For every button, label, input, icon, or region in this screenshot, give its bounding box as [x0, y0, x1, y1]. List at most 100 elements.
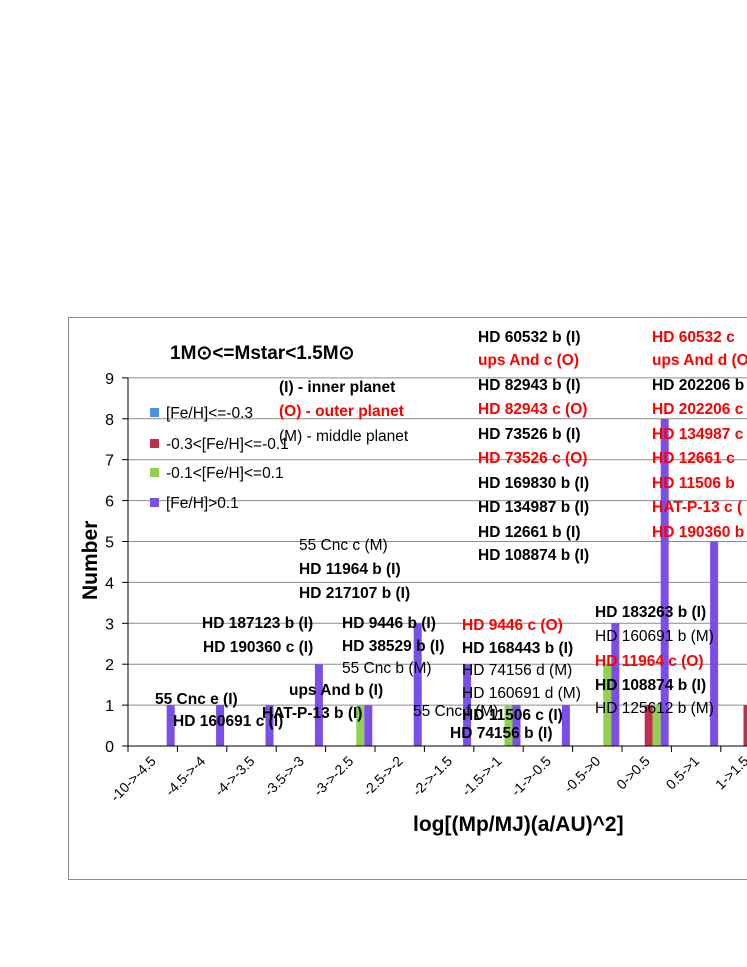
planet-annotation: HD 160691 c (I): [173, 713, 283, 730]
x-tick-label: 0.5->1: [663, 753, 703, 793]
y-tick-label: 4: [105, 575, 114, 592]
planet-annotation: 55 Cnc e (I): [155, 691, 238, 708]
x-tick-label: -10->-4.5: [107, 753, 159, 805]
bar-2-7: [504, 705, 513, 746]
x-axis-label: log[(Mp/MJ)(a/AU)^2]: [413, 813, 624, 836]
bar-1-12: [743, 705, 747, 746]
chart-frame: [68, 317, 747, 880]
legend-label: [Fe/H]<=-0.3: [166, 405, 253, 422]
legend-label: -0.3<[Fe/H]<=-0.1: [166, 436, 289, 453]
y-tick-label: 8: [105, 412, 114, 429]
x-tick-label: -3->-2.5: [310, 753, 356, 799]
planet-annotation: HD 190360 c (I): [203, 639, 313, 656]
planet-annotation: HD 108874 b (I): [478, 547, 589, 564]
planet-annotation: HD 134987 b (I): [478, 499, 589, 516]
bar-3-2: [265, 705, 274, 746]
planet-annotation: HD 202206 b: [652, 377, 744, 394]
y-axis-label: Number: [79, 521, 102, 600]
bar-2-9: [603, 664, 612, 746]
planet-annotation: HD 12661 b (I): [478, 524, 581, 541]
legend-swatch: [150, 498, 159, 507]
planet-annotation: HD 217107 b (I): [299, 585, 410, 602]
x-tick-label: -4->-3.5: [211, 753, 257, 799]
planet-annotation: HD 134987 c: [652, 426, 744, 443]
bar-1-10: [644, 705, 653, 746]
planet-annotation: HD 11964 c (O): [595, 653, 704, 670]
planet-annotation: HD 82943 c (O): [478, 401, 587, 418]
planet-annotation: HD 168443 b (I): [462, 640, 573, 657]
planet-annotation: HD 11506 c (I): [462, 707, 563, 724]
y-tick-label: 2: [105, 657, 114, 674]
x-tick-label: -2.5->-2: [360, 753, 406, 799]
y-tick-label: 7: [105, 453, 114, 470]
planet-annotation: ups And d (O: [652, 352, 747, 369]
planet-annotation: HD 82943 b (I): [478, 377, 581, 394]
legend-swatch: [150, 468, 159, 477]
y-tick-label: 6: [105, 494, 114, 511]
planet-annotation: HD 169830 b (I): [478, 475, 589, 492]
planet-annotation: 55 Cnc f (M): [413, 703, 498, 720]
x-tick-label: -0.5->0: [560, 753, 603, 796]
bar-3-7: [512, 705, 521, 746]
gridlines: [128, 377, 747, 706]
planet-annotation: HAT-P-13 c (: [652, 499, 743, 516]
x-tick-label: -4.5->-4: [162, 753, 208, 799]
labels: [Fe/H]<=-0.3 -0.3<[Fe/H]<=-0.1 -0.1<[Fe/H]…: [150, 329, 747, 742]
planet-annotation: HD 73526 c (O): [478, 450, 587, 467]
legend-label: -0.1<[Fe/H]<=0.1: [166, 465, 284, 482]
planet-annotation: HD 60532 c: [652, 329, 735, 346]
key-legend-entry: (O) - outer planet: [279, 403, 404, 420]
x-tick-label: -2->-1.5: [409, 753, 455, 799]
planet-annotation: HD 160691 b (M): [595, 628, 714, 645]
bar-3-10: [660, 418, 669, 746]
bar-3-11: [710, 541, 719, 746]
bar-3-8: [561, 705, 570, 746]
y-tick-label: 3: [105, 616, 114, 633]
planet-annotation: HD 108874 b (I): [595, 677, 706, 694]
x-tick-label: -1.5->-1: [458, 753, 504, 799]
planet-annotation: HD 11506 b: [652, 475, 735, 492]
bar-3-5: [413, 623, 422, 746]
legend-label: [Fe/H]>0.1: [166, 495, 239, 512]
chart-title: 1M⊙<=Mstar<1.5M⊙: [170, 343, 354, 364]
bar-2-10: [652, 705, 661, 746]
bars: [166, 418, 747, 746]
planet-annotation: 55 Cnc b (M): [342, 660, 432, 677]
planet-annotation: ups And b (I): [289, 682, 383, 699]
key-legend-entry: (M) - middle planet: [279, 428, 409, 445]
bar-3-0: [166, 705, 175, 746]
bar-3-9: [611, 623, 620, 746]
planet-annotation: HD 202206 c: [652, 401, 744, 418]
planet-annotation: HD 12661 c: [652, 450, 735, 467]
planet-annotation: ups And c (O): [478, 352, 579, 369]
y-tick-label: 9: [105, 371, 114, 388]
key-legend-entry: (I) - inner planet: [279, 379, 395, 396]
y-tick-label: 0: [105, 739, 114, 756]
planet-annotation: HD 125612 b (M): [595, 700, 714, 717]
planet-annotation: HD 9446 c (O): [462, 617, 563, 634]
x-tick-label: 1->1.5: [712, 753, 747, 793]
planet-annotation: HD 183263 b (I): [595, 604, 706, 621]
bar-3-3: [314, 664, 323, 746]
x-tick-label: -3.5->-3: [261, 753, 307, 799]
bar-3-1: [216, 705, 225, 746]
x-tick-label: 0->0.5: [613, 753, 653, 793]
bar-2-4: [356, 705, 365, 746]
planet-annotation: HD 11964 b (I): [299, 561, 401, 578]
planet-annotation: HD 190360 b: [652, 524, 744, 541]
legend-swatch: [150, 439, 159, 448]
planet-annotation: HD 74156 d (M): [462, 662, 572, 679]
planet-annotation: HD 38529 b (I): [342, 638, 445, 655]
bar-3-4: [364, 705, 373, 746]
planet-annotation: HD 160691 d (M): [462, 685, 581, 702]
planet-annotation: HAT-P-13 b (I): [262, 705, 362, 722]
legend-swatch: [150, 408, 159, 417]
planet-annotation: HD 73526 b (I): [478, 426, 581, 443]
bar-3-6: [463, 664, 472, 746]
y-tick-label: 5: [105, 535, 114, 552]
planet-annotation: 55 Cnc c (M): [299, 537, 388, 554]
y-tick-label: 1: [105, 698, 114, 715]
planet-annotation: HD 187123 b (I): [202, 615, 313, 632]
planet-annotation: HD 9446 b (I): [342, 615, 436, 632]
